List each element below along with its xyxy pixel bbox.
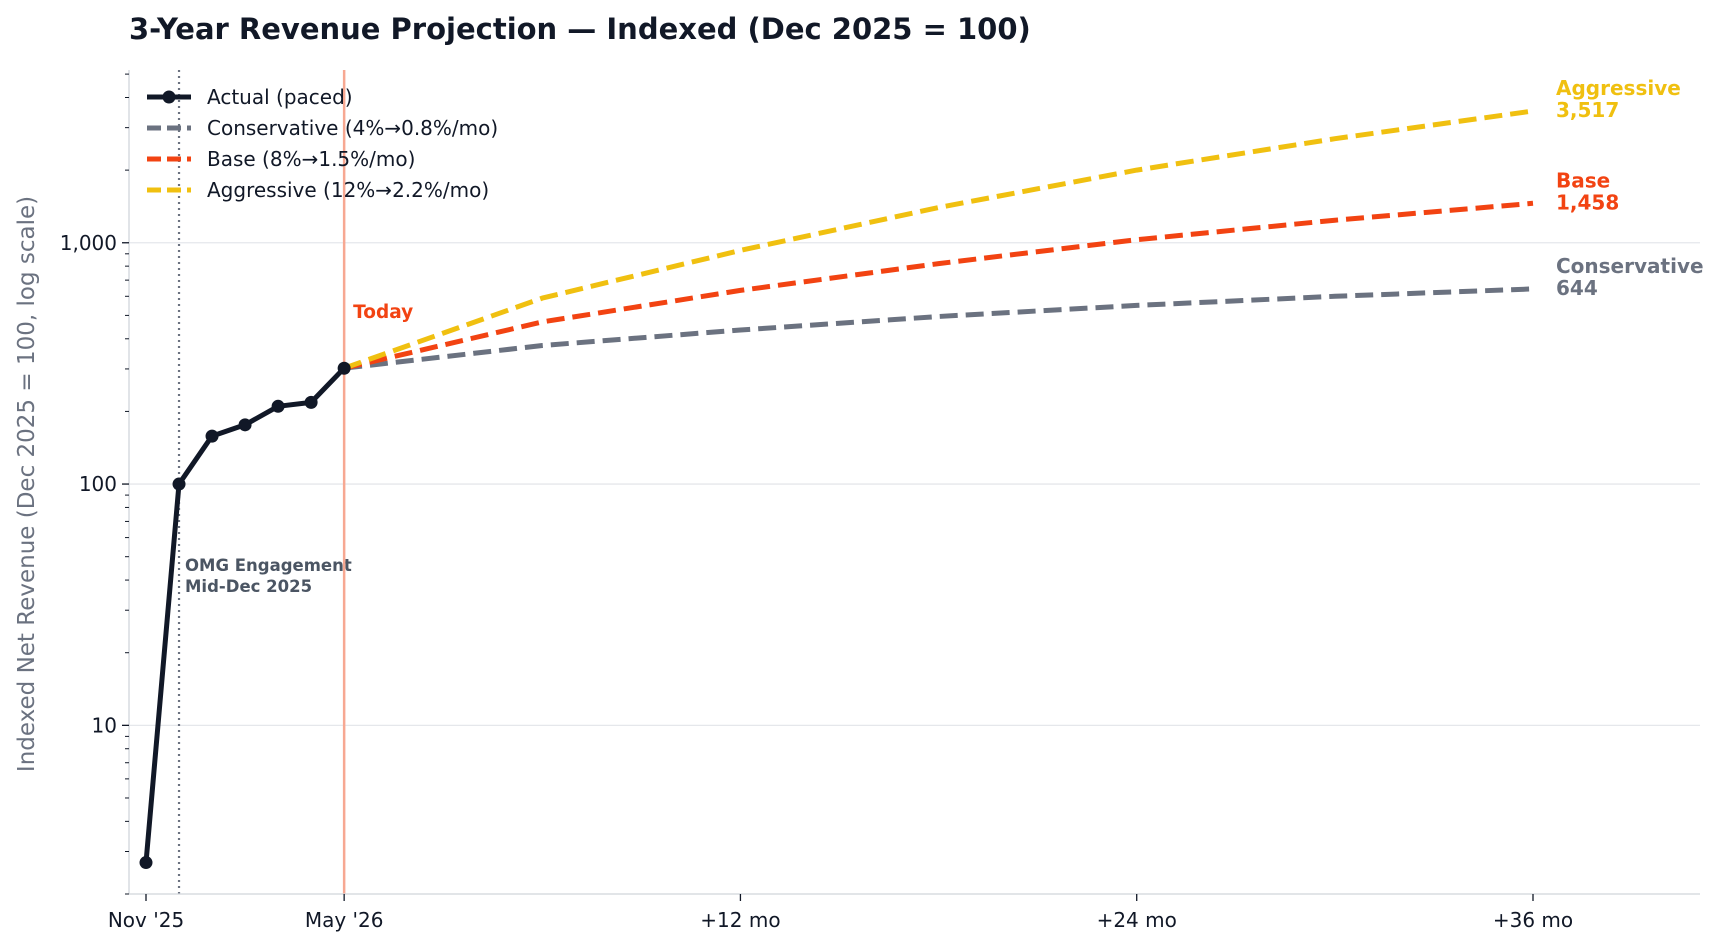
x-tick-label-2: +12 mo	[700, 908, 780, 932]
end-label-value-1: 644	[1556, 276, 1598, 300]
actual-point-0	[139, 856, 153, 870]
x-tick-label-3: +24 mo	[1097, 908, 1177, 932]
today-label: Today	[353, 302, 413, 323]
y-tick-label-2: 1,000	[60, 231, 117, 255]
legend-label-1: Conservative (4%→0.8%/mo)	[207, 116, 498, 140]
end-label-name-3: Aggressive	[1556, 76, 1681, 100]
gridlines	[129, 242, 1700, 726]
legend-label-3: Aggressive (12%→2.2%/mo)	[207, 178, 489, 202]
end-label-name-2: Base	[1556, 168, 1610, 192]
actual-point-4	[271, 399, 285, 413]
x-tick-label-4: +36 mo	[1493, 908, 1573, 932]
chart-title: 3-Year Revenue Projection — Indexed (Dec…	[129, 12, 1031, 46]
end-label-value-2: 1,458	[1556, 190, 1619, 214]
series-line-3	[343, 108, 1534, 371]
legend-marker-0	[162, 90, 176, 104]
vertical-markers: OMG Engagement Mid-Dec 2025 Today	[177, 70, 413, 894]
engagement-annotation-0: OMG Engagement	[185, 556, 352, 575]
legend: Actual (paced) Conservative (4%→0.8%/mo) B…	[147, 85, 498, 202]
actual-point-3	[238, 418, 252, 432]
axes: 10 100 1,000 Nov '25 May '26 +12 mo +24 mo +36 …	[60, 70, 1700, 932]
x-tick-label-1: May '26	[305, 908, 384, 932]
actual-point-2	[205, 429, 219, 443]
legend-label-0: Actual (paced)	[207, 85, 353, 109]
engagement-annotation-1: Mid-Dec 2025	[185, 577, 312, 596]
y-tick-label-0: 10	[92, 713, 117, 737]
y-axis-label: Indexed Net Revenue (Dec 2025 = 100, log…	[14, 196, 40, 772]
actual-point-6	[337, 361, 351, 375]
legend-label-2: Base (8%→1.5%/mo)	[207, 147, 415, 171]
x-tick-label-0: Nov '25	[108, 908, 184, 932]
end-label-name-1: Conservative	[1556, 254, 1704, 278]
series-lines	[139, 108, 1534, 870]
actual-point-5	[304, 395, 318, 409]
series-line-1	[343, 286, 1534, 371]
y-tick-label-1: 100	[79, 472, 117, 496]
series-line-0	[143, 366, 346, 863]
end-label-value-3: 3,517	[1556, 98, 1619, 122]
actual-point-1	[172, 477, 186, 491]
series-line-2	[343, 200, 1534, 371]
